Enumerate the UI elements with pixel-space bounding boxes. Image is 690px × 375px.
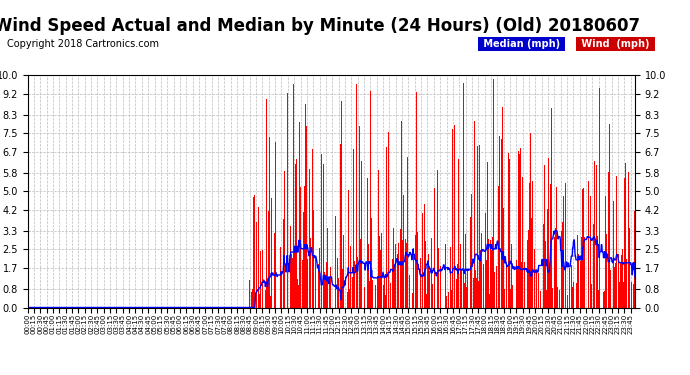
Text: Wind  (mph): Wind (mph) <box>578 39 653 50</box>
Text: Copyright 2018 Cartronics.com: Copyright 2018 Cartronics.com <box>7 39 159 50</box>
Text: Wind Speed Actual and Median by Minute (24 Hours) (Old) 20180607: Wind Speed Actual and Median by Minute (… <box>0 17 640 35</box>
Text: Median (mph): Median (mph) <box>480 39 563 50</box>
